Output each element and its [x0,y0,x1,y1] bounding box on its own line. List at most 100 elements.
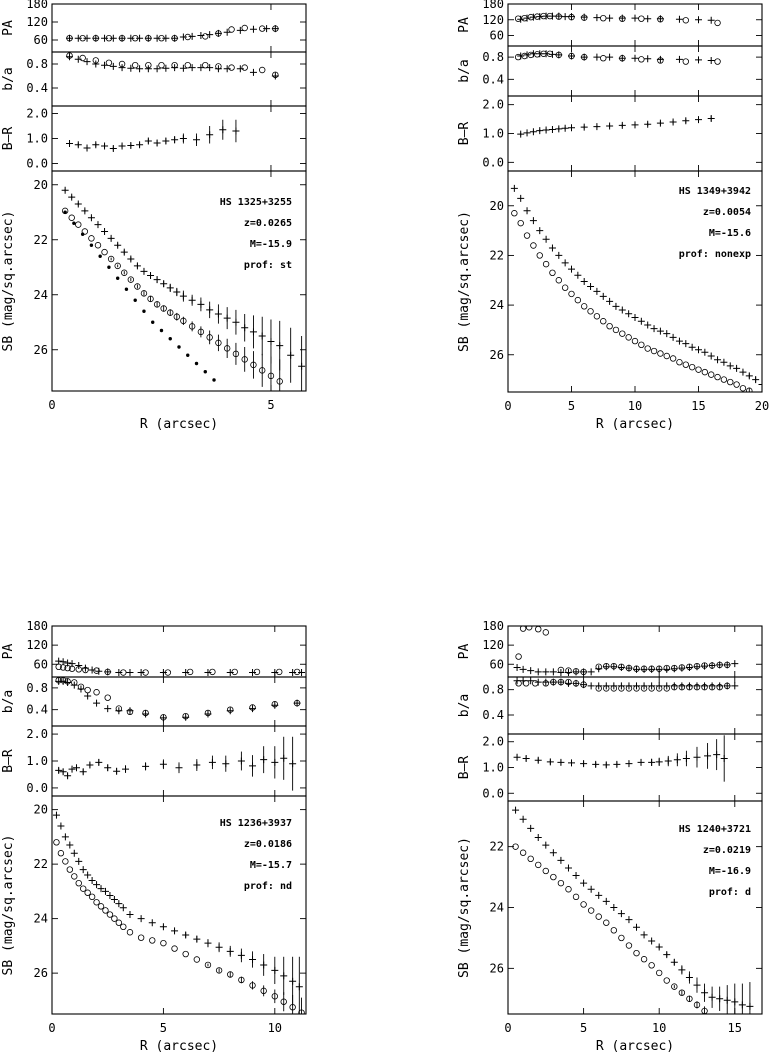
chart-1-br-point-plus [232,127,240,135]
chart-2-pa-ytick-label: 60 [490,29,504,43]
chart-4-ba-panel: 0.4 0.8 b/a [457,676,763,735]
chart-1-pa-point-circle [79,35,86,42]
chart-1-pa-point-circle [171,35,178,42]
chart-2-pa-point-plus [631,14,639,22]
chart-2-pa-point-plus [593,14,601,22]
chart-4-pa-point-circle [640,665,648,672]
chart-4-ba-point-circle [610,685,618,692]
chart-4-sb-ylabel: SB (mag/sq.arcsec) [457,837,472,978]
chart-2-sb-point-plus [675,337,683,345]
chart-1-sb-point-plus [276,342,284,350]
chart-4-pa-ytick-label: 120 [482,638,504,652]
chart-1-sb-point-plus [214,310,222,318]
chart-3-sb-point-circle [106,911,114,918]
chart-2-pa-point-circle [540,12,547,20]
chart-1-sb-point-circle [88,235,95,242]
chart-4-ba-ytick-label: 0.4 [482,708,504,722]
chart-2-br-ytick-label: 2.0 [482,98,504,112]
chart-3-ba-point-circle [104,694,111,701]
chart-3-ba-ytick-label: 0.4 [26,703,48,717]
chart-3-ba-point-circle [84,686,91,694]
chart-1-br-point-plus [92,141,100,149]
chart-3-pa-point-circle [64,664,71,672]
chart-2-sb-point-plus [707,352,715,360]
chart-2-sb-point-plus [714,356,722,364]
chart-2-br-point-plus [593,123,601,131]
chart-2-sb-point-circle [682,361,689,368]
chart-1-sb-point-plus [249,328,257,336]
chart-2-ba-point-circle [581,53,588,61]
chart-4-sb-point-circle [587,907,595,914]
chart-3-ba-point-circle [293,699,301,707]
chart-3-sb-point-circle [137,934,145,941]
chart-4-ba-point-circle [550,678,557,686]
chart-1-ba-point-plus [153,65,161,73]
chart-4-ba-ytick-label: 0.8 [482,683,504,697]
chart-3-sb-point-plus [260,961,268,969]
chart-3-sb-point-plus [61,833,69,841]
chart-2-sb-point-plus [568,265,575,273]
chart-4-sb-point-plus [640,931,648,939]
chart-4-ba-point-circle [542,680,549,687]
chart-4-pa-point-circle [648,665,655,672]
chart-4-ba-point-circle [580,681,587,688]
chart-1-pa-ylabel: PA [1,20,16,36]
chart-2-sb-point-circle [581,303,588,310]
chart-3-sb-point-circle [62,858,69,865]
chart-1-sb-point-circle [206,334,213,341]
chart-2-ba-point-plus [618,54,626,62]
chart-1-br-point-plus [162,137,170,145]
chart-4-br-point-plus [693,753,701,761]
chart-3-sb-point-plus [137,915,145,923]
chart-2-sb-ytick-label: 24 [490,298,504,312]
chart-2-pa-panel: 60 120 180 PA [457,0,763,47]
chart-2-ba-ytick-label: 0.8 [482,50,504,64]
chart-1-ba-data [66,52,279,80]
chart-2-ba-point-plus [580,53,588,61]
chart-2-sb-point-circle [600,318,607,325]
chart-4-pa-point-circle [708,662,716,669]
chart-1-ba-point-plus [162,64,170,72]
chart-3-pa-point-plus [271,669,279,677]
chart-4-sb-ytick-label: 24 [490,901,504,915]
chart-4-sb-point-circle [535,861,542,869]
chart-4-br-point-plus [720,754,728,762]
chart-1-sb-point-dot [72,221,76,225]
chart-1-sb-point-plus [153,276,161,284]
chart-3-pa-point-plus [159,669,167,677]
chart-3-sb-point-circle [93,899,100,906]
chart-2-sb-point-plus [625,310,633,318]
chart-4-ba-point-circle [633,685,640,692]
chart-4-sb-point-plus [587,885,595,893]
chart-2-sb-point-plus [555,251,563,259]
chart-2-br-point-plus [580,123,588,131]
chart-1-sb-point-plus [232,318,240,326]
chart-2-sb-point-circle [657,350,664,357]
chart-2-ba-point-plus [555,51,563,59]
chart-2-br-point-plus [542,126,550,134]
chart-3-br-ytick-label: 2.0 [26,727,48,741]
chart-3-br-point-plus [208,758,216,766]
chart-2-br-point-plus [707,115,715,122]
chart-2-pa-point-circle [682,17,689,24]
chart-1-br-ylabel: B–R [1,127,16,151]
chart-1-ba-point-plus [109,62,117,70]
chart-4-ba-point-plus [549,678,557,686]
chart-3-br-point-plus [142,762,150,770]
chart-1-sb-point-plus [101,228,109,235]
chart-3-sb-point-circle [111,915,118,922]
chart-3-sb-panel: 20 22 24 26 SB (mag/sq.arcsec) [1,795,307,1015]
chart-3-br-ytick-label: 1.0 [26,754,48,768]
chart-1-sb-point-dot [177,345,181,349]
chart-3-pa-point-circle [276,668,283,676]
chart-3-pa-point-plus [249,669,257,677]
chart-1-sb-point-circle [107,255,115,263]
chart-3-sb-point-circle [84,889,91,896]
chart-1-sb-point-circle [180,317,187,325]
chart-3-br-point-plus [113,767,121,775]
chart-4-sb-point-circle [640,956,648,963]
chart-3-br-point-plus [280,754,288,762]
chart-4-sb-point-circle [527,855,534,863]
chart-3-br-point-plus [104,764,112,772]
chart-1-sb-point-circle [68,214,75,221]
